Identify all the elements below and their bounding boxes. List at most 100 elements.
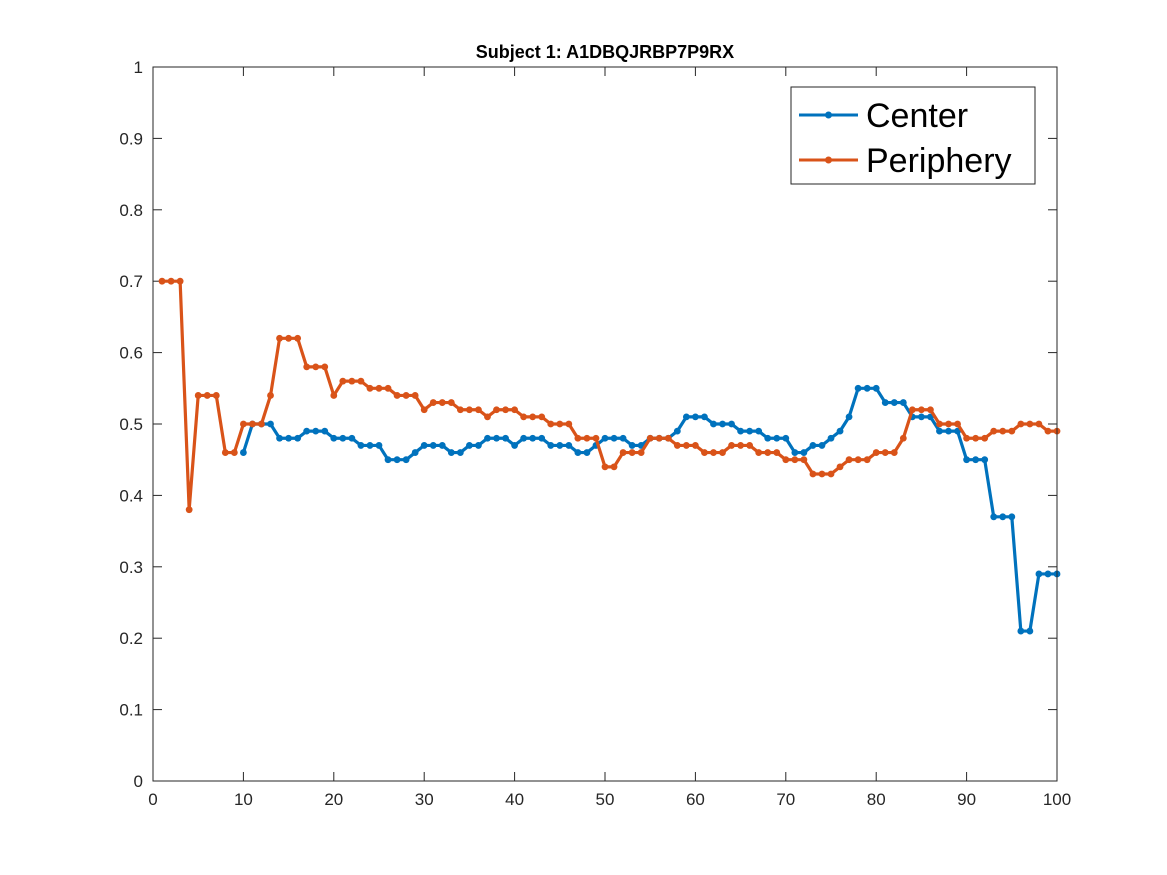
plot-frame (152, 66, 1058, 782)
data-point-center (809, 442, 817, 449)
data-point-center (936, 427, 943, 435)
data-point-center (728, 420, 735, 428)
data-point-center (755, 427, 763, 435)
legend-marker-periphery (825, 156, 832, 164)
data-point-center (357, 442, 365, 449)
data-point-periphery (366, 384, 374, 392)
data-point-periphery (908, 406, 916, 414)
data-point-center (438, 442, 446, 449)
data-point-periphery (348, 377, 356, 385)
data-point-center (375, 442, 383, 449)
data-point-center (1044, 570, 1052, 578)
data-point-periphery (872, 449, 880, 456)
x-tick-label: 100 (1043, 790, 1071, 809)
data-point-periphery (701, 449, 708, 456)
data-point-periphery (737, 442, 744, 449)
data-point-periphery (890, 449, 898, 456)
data-point-center (682, 413, 690, 421)
data-point-periphery (999, 427, 1007, 435)
data-point-center (972, 456, 980, 464)
x-tick-label: 40 (505, 790, 524, 809)
data-point-periphery (637, 449, 645, 456)
data-point-periphery (1008, 427, 1016, 435)
data-point-periphery (502, 406, 509, 414)
data-point-periphery (321, 363, 329, 371)
data-point-periphery (1044, 427, 1052, 435)
data-point-periphery (357, 377, 365, 385)
axis-tick-labels: 0 10 20 30 40 50 60 70 80 90 100 0 0.1 0.2 0.3 0.4 0.5 0.… (119, 58, 1071, 809)
axis-ticks (152, 66, 1058, 782)
data-point-center (945, 427, 952, 435)
data-point-center (918, 413, 925, 421)
data-point-periphery (194, 392, 202, 399)
data-point-periphery (800, 456, 808, 464)
x-tick-label: 0 (148, 790, 157, 809)
data-point-center (294, 434, 302, 442)
data-point-periphery (312, 363, 320, 371)
data-point-periphery (547, 420, 555, 428)
data-point-periphery (339, 377, 347, 385)
data-point-periphery (981, 434, 989, 442)
data-point-center (719, 420, 726, 428)
y-tick-label: 0.9 (119, 129, 143, 148)
y-tick-label: 0.8 (119, 201, 143, 220)
data-point-periphery (592, 434, 600, 442)
data-point-center (538, 434, 546, 442)
y-tick-label: 0.6 (119, 344, 143, 363)
y-tick-label: 0.2 (119, 629, 143, 648)
data-point-center (511, 442, 518, 449)
data-point-center (863, 384, 871, 392)
data-point-periphery (918, 406, 925, 414)
data-point-center (773, 434, 781, 442)
data-point-periphery (1035, 420, 1043, 428)
x-tick-label: 50 (596, 790, 615, 809)
data-point-center (447, 449, 455, 456)
data-point-periphery (411, 392, 419, 399)
data-point-periphery (818, 470, 826, 478)
data-point-center (746, 427, 754, 435)
data-point-center (420, 442, 428, 449)
data-point-periphery (881, 449, 889, 456)
data-point-periphery (1017, 420, 1025, 428)
data-point-periphery (710, 449, 717, 456)
data-point-periphery (836, 463, 844, 471)
data-point-periphery (791, 456, 799, 464)
data-point-center (673, 427, 681, 435)
data-point-periphery (773, 449, 781, 456)
data-point-center (818, 442, 826, 449)
data-point-periphery (990, 427, 998, 435)
data-point-periphery (746, 442, 754, 449)
data-point-periphery (574, 434, 582, 442)
data-point-center (493, 434, 500, 442)
data-point-periphery (692, 442, 699, 449)
data-point-periphery (276, 334, 283, 342)
data-point-periphery (945, 420, 952, 428)
data-point-center (475, 442, 482, 449)
data-point-center (402, 456, 410, 464)
data-point-center (710, 420, 717, 428)
data-point-periphery (764, 449, 772, 456)
data-point-periphery (402, 392, 410, 399)
data-point-periphery (258, 420, 265, 428)
data-point-periphery (845, 456, 853, 464)
data-point-periphery (158, 277, 166, 285)
data-point-center (411, 449, 419, 456)
data-point-periphery (475, 406, 482, 414)
y-tick-label: 1 (134, 58, 143, 77)
data-point-center (899, 399, 907, 406)
data-point-center (276, 434, 283, 442)
data-point-center (990, 513, 998, 521)
data-point-center (574, 449, 582, 456)
data-point-periphery (556, 420, 564, 428)
data-point-periphery (863, 456, 871, 464)
data-point-periphery (899, 434, 907, 442)
data-point-periphery (493, 406, 500, 414)
data-point-periphery (646, 434, 654, 442)
data-point-periphery (565, 420, 573, 428)
y-tick-label: 0.3 (119, 558, 143, 577)
data-point-periphery (719, 449, 726, 456)
data-point-periphery (583, 434, 591, 442)
data-point-center (999, 513, 1007, 521)
x-tick-label: 80 (867, 790, 886, 809)
data-point-periphery (203, 392, 211, 399)
